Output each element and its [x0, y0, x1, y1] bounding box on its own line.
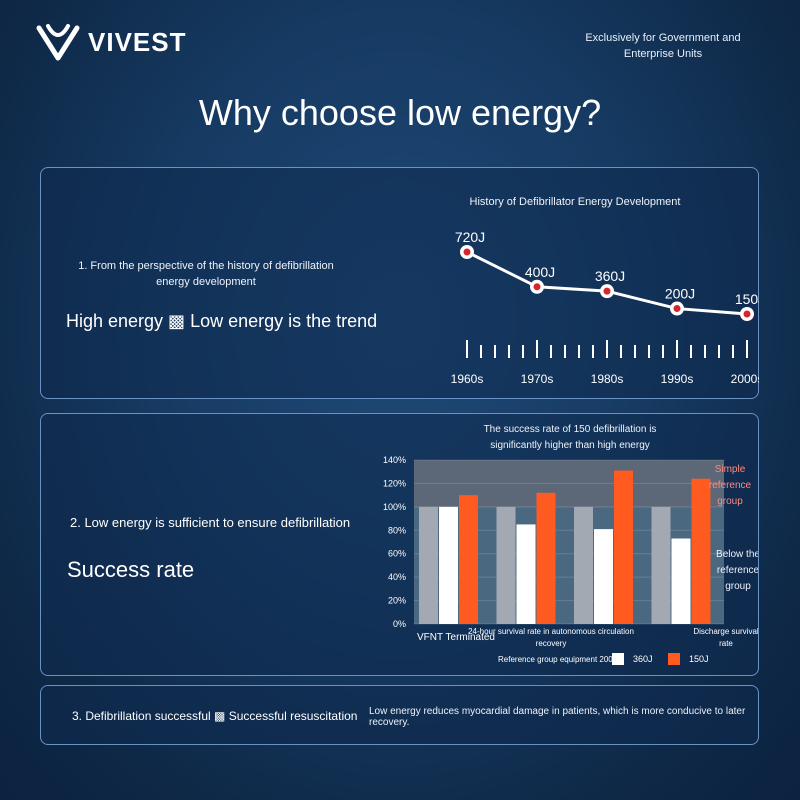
brand-name: VIVEST — [88, 26, 187, 57]
section-panel-history: 1. From the perspective of the history o… — [40, 167, 759, 399]
chart-2-y-tick: 120% — [383, 478, 406, 488]
chart-2-bar — [691, 478, 711, 624]
chart-2-x-label: recovery — [536, 639, 567, 648]
annotation-lower-band: Below the reference group — [716, 549, 758, 592]
brand-tagline: Exclusively for Government and Enterpris… — [585, 32, 741, 60]
chart-2-y-tick: 80% — [388, 525, 406, 535]
chart-2-y-tick: 0% — [393, 619, 406, 629]
chart-2-x-label: Discharge survival — [693, 627, 758, 636]
chart-2-y-tick: 20% — [388, 596, 406, 606]
chart-2-y-tick: 60% — [388, 549, 406, 559]
chart-2-title-line-1: The success rate of 150 defibrillation i… — [484, 424, 657, 435]
section-2-highlight: Success rate — [67, 557, 195, 582]
chart-1-point-core — [743, 310, 751, 318]
chart-2-bar — [671, 538, 691, 624]
chart-2-y-tick: 140% — [383, 455, 406, 465]
chart-2-x-label: rate — [719, 639, 733, 648]
chart-1-point-core — [463, 248, 471, 256]
section-3-note: Low energy reduces myocardial damage in … — [369, 706, 746, 728]
chart-1-x-label: 2000s — [731, 372, 759, 386]
chart-2-title-line-2: significantly higher than high energy — [490, 440, 650, 451]
chart-1-point-label: 400J — [525, 264, 555, 280]
annotation-upper-band: Simple reference group — [709, 464, 752, 507]
chart-2-bar — [614, 470, 633, 624]
section-3-heading: 3. Defibrillation successful ▩ Successfu… — [72, 709, 358, 723]
chart-2-y-tick: 40% — [388, 572, 406, 582]
chart-2-x-label: 24-hour survival rate in autonomous circ… — [468, 627, 634, 636]
chart-1-x-label: 1960s — [451, 372, 484, 386]
chart-2-legend-swatch-360 — [612, 653, 624, 665]
chart-2-legend-label-150: 150J — [689, 654, 709, 664]
energy-history-chart: History of Defibrillator Energy Developm… — [451, 196, 759, 386]
chart-1-x-label: 1970s — [521, 372, 554, 386]
section-1-heading: 1. From the perspective of the history o… — [78, 260, 334, 288]
chart-1-point-label: 200J — [665, 286, 695, 302]
chart-1-point-label: 360J — [595, 268, 625, 284]
chart-2-bar — [516, 524, 536, 624]
chart-2-bar — [496, 506, 516, 624]
chart-2-bar — [536, 492, 556, 624]
chart-2-legend-label-reference: Reference group equipment 200J — [498, 655, 617, 664]
chart-2-bar — [651, 506, 671, 624]
vivest-logo-icon — [36, 24, 80, 61]
chart-2-y-tick: 100% — [383, 502, 406, 512]
chart-2-bar — [574, 506, 593, 624]
success-rate-chart: The success rate of 150 defibrillation i… — [383, 424, 758, 665]
chart-2-bar — [594, 529, 613, 624]
chart-1-point-label: 720J — [455, 229, 485, 245]
chart-2-bar — [459, 495, 478, 624]
section-panel-resuscitation: 3. Defibrillation successful ▩ Successfu… — [40, 685, 759, 745]
chart-2-bar — [439, 506, 458, 624]
chart-1-point-core — [603, 287, 611, 295]
chart-1-title: History of Defibrillator Energy Developm… — [470, 196, 681, 208]
brand-logo: VIVEST — [36, 22, 186, 62]
page-title: Why choose low energy? — [198, 92, 602, 133]
chart-1-point-core — [673, 305, 681, 313]
chart-1-point-core — [533, 283, 541, 291]
section-2-heading: 2. Low energy is sufficient to ensure de… — [70, 515, 351, 530]
chart-1-point-label: 150J — [735, 291, 759, 307]
chart-1-x-label: 1980s — [591, 372, 624, 386]
chart-2-legend-swatch-150 — [668, 653, 680, 665]
chart-2-legend-label-360: 360J — [633, 654, 653, 664]
section-1-highlight: High energy ▩ Low energy is the trend — [66, 311, 378, 331]
chart-1-x-label: 1990s — [661, 372, 694, 386]
chart-2-bar — [419, 506, 438, 624]
chart-2-x-label: VFNT Terminated — [417, 632, 495, 643]
section-panel-success-rate: 2. Low energy is sufficient to ensure de… — [40, 413, 759, 676]
